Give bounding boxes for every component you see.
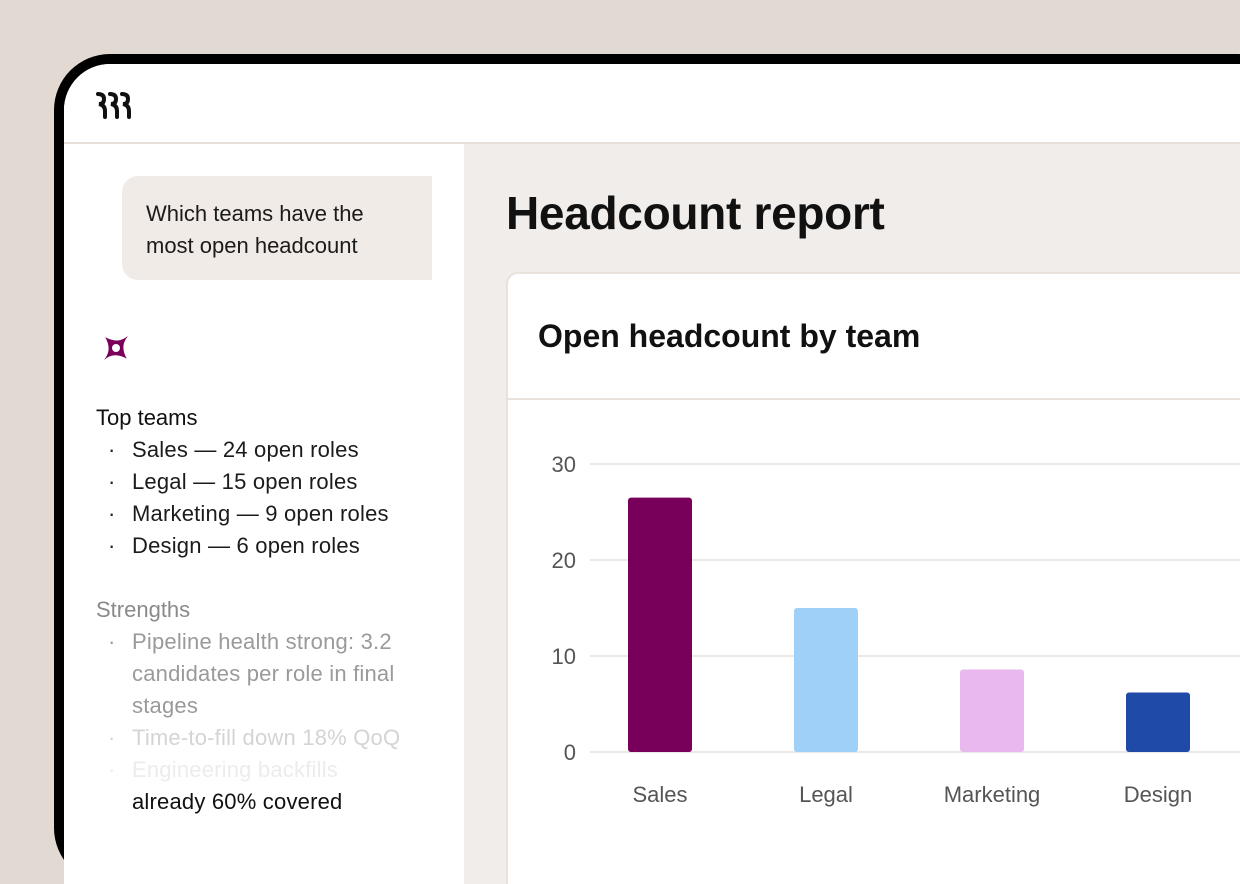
- list-item: Marketing — 9 open roles: [96, 498, 456, 530]
- app-screen: Which teams have the most open headcount…: [64, 64, 1240, 884]
- chart-title: Open headcount by team: [538, 318, 921, 354]
- chart-card: Open headcount by team 0 10 20 30 Sales Legal…: [506, 272, 1240, 884]
- device-frame: Which teams have the most open headcount…: [54, 54, 1240, 884]
- top-teams-heading: Top teams: [96, 405, 198, 430]
- bar-legal[interactable]: [794, 608, 858, 752]
- strengths-heading: Strengths: [96, 597, 191, 622]
- sparkle-icon: [103, 335, 129, 361]
- y-tick-label: 30: [552, 452, 576, 477]
- x-tick-label: Sales: [632, 782, 687, 807]
- main-content: Headcount report Open headcount by team …: [464, 144, 1240, 884]
- chart-card-header: Open headcount by team: [508, 274, 1240, 400]
- list-item: Sales — 24 open roles: [96, 434, 456, 466]
- bar-chart: 0 10 20 30 Sales Legal Marketing Design: [552, 452, 1240, 807]
- page-title: Headcount report: [506, 187, 885, 239]
- top-bar: [64, 64, 1240, 144]
- list-item-continued: already 60% covered: [132, 789, 343, 814]
- assistant-sidebar: Which teams have the most open headcount…: [64, 144, 464, 884]
- bar-sales[interactable]: [628, 497, 692, 752]
- list-item: Legal — 15 open roles: [96, 466, 456, 498]
- x-tick-label: Legal: [799, 782, 853, 807]
- list-item: Pipeline health strong: 3.2 candidates p…: [96, 626, 456, 722]
- assistant-answer: Top teams Sales — 24 open roles Legal — …: [96, 402, 456, 818]
- x-tick-label: Design: [1124, 782, 1192, 807]
- list-item: Engineering backfills: [96, 754, 456, 786]
- y-tick-label: 10: [552, 644, 576, 669]
- list-item: Time-to-fill down 18% QoQ: [96, 722, 456, 754]
- list-item: Design — 6 open roles: [96, 530, 456, 562]
- y-tick-label: 0: [564, 740, 576, 765]
- x-tick-label: Marketing: [944, 782, 1041, 807]
- bar-marketing[interactable]: [960, 669, 1024, 752]
- app-logo-icon[interactable]: [96, 90, 136, 120]
- strengths-section: Strengths Pipeline health strong: 3.2 ca…: [96, 594, 456, 818]
- y-tick-label: 20: [552, 548, 576, 573]
- strengths-list: Pipeline health strong: 3.2 candidates p…: [96, 626, 456, 818]
- top-teams-list: Sales — 24 open roles Legal — 15 open ro…: [96, 434, 456, 562]
- bar-design[interactable]: [1126, 692, 1190, 752]
- user-prompt-bubble: Which teams have the most open headcount: [122, 176, 432, 280]
